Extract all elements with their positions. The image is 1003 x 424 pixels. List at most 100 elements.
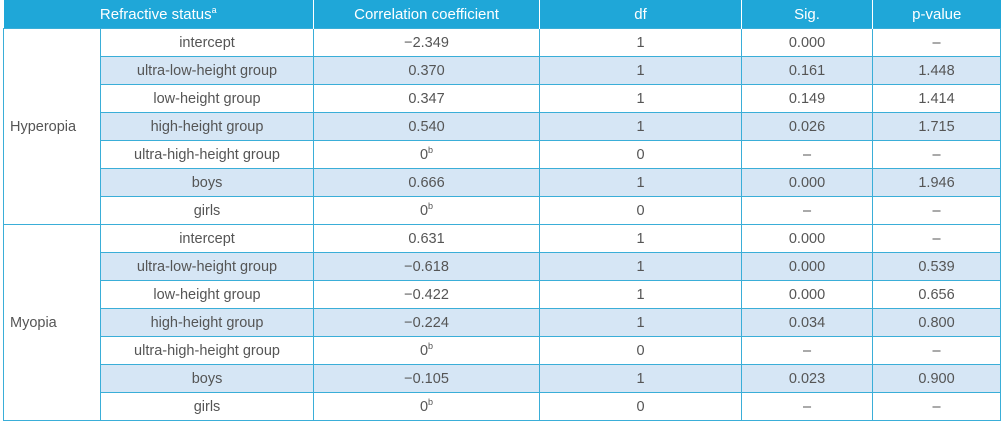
p-value-cell: 1.414 [872,84,1002,113]
coefficient-footnote-marker: b [428,144,434,155]
sig-cell: – [741,196,874,225]
df-cell: 0 [539,336,743,365]
sig-cell: 0.000 [741,280,874,309]
results-table: Refractive statusa Correlation coefficie… [3,0,1002,421]
coefficient-value: −2.349 [404,34,449,51]
table-row: ultra-high-height group 0b 0– – [4,140,1002,169]
p-value-cell: 0.900 [872,364,1002,393]
header-sig: Sig. [741,0,874,29]
coefficient-value: −0.105 [404,370,449,387]
df-cell: 1 [539,224,743,253]
sig-cell: – [741,140,874,169]
p-value-cell: 1.715 [872,112,1002,141]
df-cell: 1 [539,56,743,85]
variable-name-cell: intercept [99,28,315,57]
coefficient-value: 0.631 [408,230,445,247]
table-row: ultra-low-height group −0.618 1 0.000 0.539 [4,252,1002,281]
coefficient-value: 0 [419,342,429,359]
table-row: boys 0.666 1 0.000 1.946 [4,168,1002,197]
variable-name-cell: low-height group [99,84,315,113]
table-body: Hyperopia intercept −2.349 1 0.000– ultra-low… [3,28,1002,421]
table-row: ultra-low-height group 0.370 1 0.161 1.448 [4,56,1002,85]
variable-name-cell: girls [99,196,315,225]
df-cell: 1 [539,252,743,281]
df-cell: 1 [539,168,743,197]
coefficient-footnote-marker: b [428,200,434,211]
table-row: high-height group −0.224 1 0.034 0.800 [4,308,1002,337]
sig-cell: 0.034 [741,308,874,337]
table-row: Myopia intercept 0.631 1 0.000– [3,224,1002,421]
coefficient-footnote-marker: b [428,340,434,351]
sig-cell: 0.000 [741,168,874,197]
p-value-cell: – [872,224,1002,253]
p-value-cell: 1.946 [872,168,1002,197]
header-p-value: p-value [872,0,1001,29]
coefficient-cell: 0.666 [313,168,541,197]
table-row: low-height group −0.422 1 0.000 0.656 [4,280,1002,309]
coefficient-value: 0 [419,146,429,163]
table-row: ultra-high-height group 0b 0– – [4,336,1002,365]
coefficient-cell: 0.347 [313,84,541,113]
table-row: high-height group 0.540 1 0.026 1.715 [4,112,1002,141]
variable-name-cell: ultra-low-height group [99,56,315,85]
header-row: Refractive statusa Correlation coefficie… [3,0,1001,29]
coefficient-value: 0.540 [408,118,445,135]
variable-name-cell: ultra-high-height group [99,336,315,365]
sig-cell: 0.000 [741,252,874,281]
coefficient-cell: 0.370 [313,56,541,85]
p-value-cell: 0.656 [872,280,1002,309]
coefficient-value: 0.666 [408,174,445,191]
p-value-cell: 0.800 [872,308,1002,337]
variable-name-cell: low-height group [99,280,315,309]
p-value-cell: 1.448 [872,56,1002,85]
sig-cell: 0.023 [741,364,874,393]
df-cell: 0 [539,140,743,169]
coefficient-value: −0.224 [404,314,449,331]
df-cell: 1 [539,280,743,309]
sig-cell: – [741,392,874,421]
df-cell: 0 [539,196,743,225]
coefficient-cell: 0.540 [313,112,541,141]
group-label: Myopia [3,224,101,421]
df-cell: 1 [539,364,743,393]
p-value-cell: – [872,28,1002,57]
table-row: girls 0b 0– – [4,196,1002,225]
coefficient-cell: 0b [313,392,541,421]
p-value-cell: 0.539 [872,252,1002,281]
variable-name-cell: ultra-low-height group [99,252,315,281]
variable-name-cell: high-height group [99,112,315,141]
variable-name-cell: intercept [99,224,315,253]
coefficient-cell: −0.105 [313,364,541,393]
sig-cell: 0.149 [741,84,874,113]
sig-cell: 0.026 [741,112,874,141]
df-cell: 1 [539,112,743,141]
df-cell: 1 [539,308,743,337]
header-df: df [539,0,743,29]
coefficient-cell: 0b [313,336,541,365]
coefficient-value: 0 [419,202,429,219]
coefficient-cell: −0.422 [313,280,541,309]
table-row: low-height group 0.347 1 0.149 1.414 [4,84,1002,113]
header-refractive-status: Refractive statusa [3,0,315,29]
table-row: boys −0.105 1 0.023 0.900 [4,364,1002,393]
table-row: Hyperopia intercept −2.349 1 0.000– [3,28,1002,225]
df-cell: 1 [539,84,743,113]
coefficient-cell: 0.631 [313,224,541,253]
coefficient-cell: −2.349 [313,28,541,57]
header-footnote-marker: a [211,4,217,15]
variable-name-cell: boys [99,364,315,393]
coefficient-cell: −0.224 [313,308,541,337]
coefficient-cell: 0b [313,196,541,225]
sig-cell: 0.000 [741,28,874,57]
group-label: Hyperopia [3,28,101,225]
coefficient-footnote-marker: b [428,396,434,407]
results-table-container: Refractive statusa Correlation coefficie… [3,0,1002,421]
coefficient-value: −0.618 [404,258,449,275]
coefficient-cell: −0.618 [313,252,541,281]
variable-name-cell: ultra-high-height group [99,140,315,169]
sig-cell: 0.000 [741,224,874,253]
coefficient-value: 0 [419,398,429,415]
p-value-cell: – [872,196,1002,225]
p-value-cell: – [872,392,1002,421]
coefficient-value: 0.347 [408,90,445,107]
